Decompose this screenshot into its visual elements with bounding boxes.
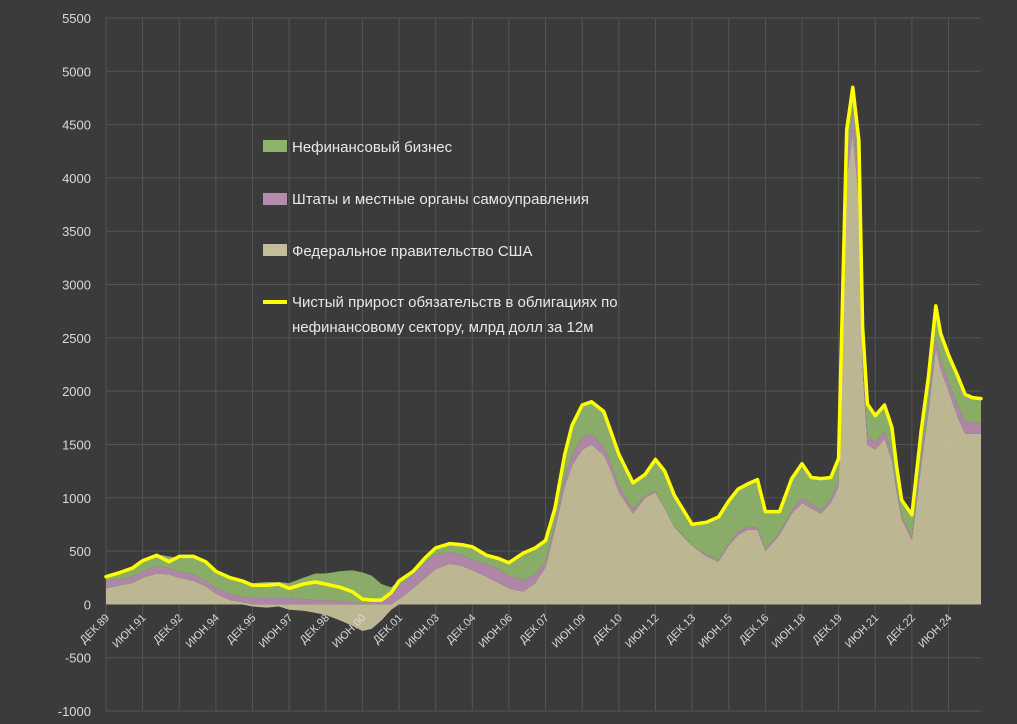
legend-label-total-line-2: нефинансовому сектору, млрд долл за 12м (292, 319, 594, 336)
y-tick-label: 2000 (62, 384, 91, 399)
y-tick-label: 5500 (62, 11, 91, 26)
y-tick-label: 3500 (62, 224, 91, 239)
x-tick-label: ДЕК.13 (664, 612, 698, 646)
legend-label-business: Нефинансовый бизнес (292, 139, 453, 156)
y-tick-label: 1500 (62, 437, 91, 452)
stacked-area-series (106, 87, 981, 632)
y-tick-label: 5000 (62, 64, 91, 79)
legend-label-states: Штаты и местные органы самоуправления (292, 191, 589, 208)
y-tick-label: -500 (65, 651, 91, 666)
x-tick-label: ДЕК.16 (737, 612, 771, 646)
x-tick-label: ДЕК.19 (810, 612, 844, 646)
legend-swatch-federal (263, 244, 287, 256)
legend-label-federal: Федеральное правительство США (292, 243, 532, 260)
x-tick-label: ДЕК.10 (591, 612, 625, 646)
y-tick-label: 0 (84, 597, 91, 612)
y-axis: -1000 -500 0 500 1000 1500 2000 2500 3000 3500 400… (58, 11, 91, 719)
legend-label-total-line-1: Чистый прирост обязательств в облигациях… (292, 294, 618, 311)
x-tick-label: ДЕК.07 (517, 612, 551, 646)
x-tick-label: ДЕК.04 (444, 612, 478, 646)
area-federal-government (106, 135, 981, 632)
x-tick-label: ДЕК.92 (151, 612, 185, 646)
y-tick-label: 4500 (62, 118, 91, 133)
y-tick-label: 4000 (62, 171, 91, 186)
x-tick-label: ДЕК.98 (298, 612, 332, 646)
y-tick-label: 3000 (62, 278, 91, 293)
y-tick-label: 1000 (62, 491, 91, 506)
y-tick-label: 2500 (62, 331, 91, 346)
x-tick-label: ДЕК.89 (78, 612, 112, 646)
total-net-issuance-line (104, 85, 983, 602)
x-tick-label: ДЕК.22 (884, 612, 918, 646)
y-tick-label: 500 (69, 544, 91, 559)
y-tick-label: -1000 (58, 704, 91, 719)
legend: Нефинансовый бизнес Штаты и местные орга… (263, 139, 618, 336)
legend-swatch-states (263, 193, 287, 205)
total-line-layer (104, 85, 983, 602)
x-tick-label: ДЕК.95 (224, 612, 258, 646)
legend-swatch-business (263, 140, 287, 152)
